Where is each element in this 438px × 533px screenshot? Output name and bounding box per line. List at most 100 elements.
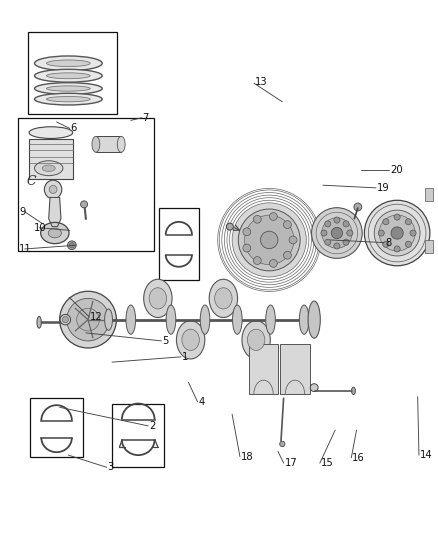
Ellipse shape (46, 86, 90, 91)
Circle shape (269, 213, 277, 221)
Ellipse shape (280, 441, 285, 447)
Ellipse shape (352, 387, 356, 394)
Circle shape (289, 236, 297, 244)
Text: 14: 14 (420, 450, 432, 460)
Ellipse shape (200, 305, 210, 334)
Ellipse shape (46, 73, 90, 79)
Text: 17: 17 (285, 458, 297, 468)
Circle shape (334, 217, 340, 223)
Circle shape (405, 241, 411, 247)
Circle shape (325, 221, 331, 227)
Circle shape (226, 223, 233, 230)
Ellipse shape (209, 279, 237, 318)
Text: C: C (26, 175, 35, 188)
Circle shape (253, 215, 261, 223)
Circle shape (77, 308, 99, 331)
Text: 7: 7 (143, 113, 149, 123)
Circle shape (232, 203, 306, 277)
Bar (425, 188, 433, 201)
FancyBboxPatch shape (280, 344, 310, 394)
Circle shape (261, 231, 278, 249)
Circle shape (81, 201, 88, 208)
Ellipse shape (46, 60, 90, 67)
Polygon shape (49, 197, 61, 227)
Text: 2: 2 (149, 421, 155, 431)
Text: 3: 3 (108, 462, 114, 472)
Ellipse shape (44, 180, 62, 199)
Bar (96, 136, 121, 152)
Circle shape (394, 246, 400, 252)
Ellipse shape (35, 161, 63, 176)
Bar (28, 31, 117, 114)
Circle shape (321, 230, 327, 236)
Ellipse shape (182, 329, 199, 350)
Circle shape (253, 256, 261, 264)
Ellipse shape (247, 329, 265, 350)
Circle shape (243, 228, 251, 236)
Ellipse shape (42, 165, 55, 172)
Circle shape (69, 243, 74, 248)
Circle shape (410, 230, 416, 236)
Text: 13: 13 (255, 77, 268, 86)
Circle shape (378, 230, 384, 236)
Ellipse shape (37, 317, 41, 328)
Text: 5: 5 (162, 336, 169, 346)
Ellipse shape (166, 305, 176, 334)
Circle shape (67, 241, 76, 249)
Text: 6: 6 (71, 123, 77, 133)
Text: 12: 12 (90, 312, 103, 322)
Circle shape (325, 239, 331, 245)
Circle shape (310, 384, 318, 392)
Ellipse shape (149, 288, 166, 309)
Bar (425, 240, 433, 253)
Text: 11: 11 (19, 244, 32, 254)
Text: 16: 16 (352, 453, 365, 463)
Ellipse shape (266, 305, 276, 334)
Circle shape (243, 244, 251, 252)
Ellipse shape (41, 222, 69, 244)
Circle shape (269, 260, 277, 268)
Ellipse shape (105, 309, 113, 330)
Ellipse shape (242, 321, 270, 359)
Circle shape (379, 215, 415, 251)
Circle shape (331, 228, 343, 239)
Ellipse shape (308, 301, 320, 338)
Circle shape (283, 221, 291, 229)
Circle shape (283, 252, 291, 259)
Text: 10: 10 (33, 223, 46, 233)
Text: 8: 8 (385, 238, 391, 248)
Text: 20: 20 (390, 165, 403, 175)
Ellipse shape (46, 96, 90, 102)
Text: 9: 9 (19, 207, 25, 217)
Ellipse shape (233, 305, 242, 334)
Circle shape (67, 298, 110, 341)
Ellipse shape (35, 93, 102, 105)
FancyBboxPatch shape (249, 344, 279, 394)
Circle shape (62, 317, 68, 322)
Circle shape (238, 209, 300, 271)
Ellipse shape (35, 83, 102, 94)
Ellipse shape (177, 321, 205, 359)
Bar (30, 398, 83, 457)
Circle shape (354, 203, 362, 211)
Circle shape (374, 210, 420, 256)
Ellipse shape (29, 127, 73, 139)
Ellipse shape (49, 185, 57, 193)
Circle shape (391, 227, 403, 239)
Ellipse shape (299, 305, 309, 334)
Circle shape (383, 219, 389, 225)
Circle shape (394, 214, 400, 220)
Circle shape (383, 241, 389, 247)
FancyBboxPatch shape (29, 139, 73, 179)
Circle shape (343, 239, 349, 245)
Circle shape (244, 215, 294, 265)
Ellipse shape (144, 279, 172, 318)
Ellipse shape (92, 136, 100, 152)
Ellipse shape (126, 305, 136, 334)
Circle shape (311, 208, 362, 259)
Text: 4: 4 (198, 397, 205, 407)
Bar (18, 118, 153, 251)
Text: 19: 19 (377, 183, 390, 193)
Circle shape (321, 218, 352, 248)
Circle shape (334, 243, 340, 249)
